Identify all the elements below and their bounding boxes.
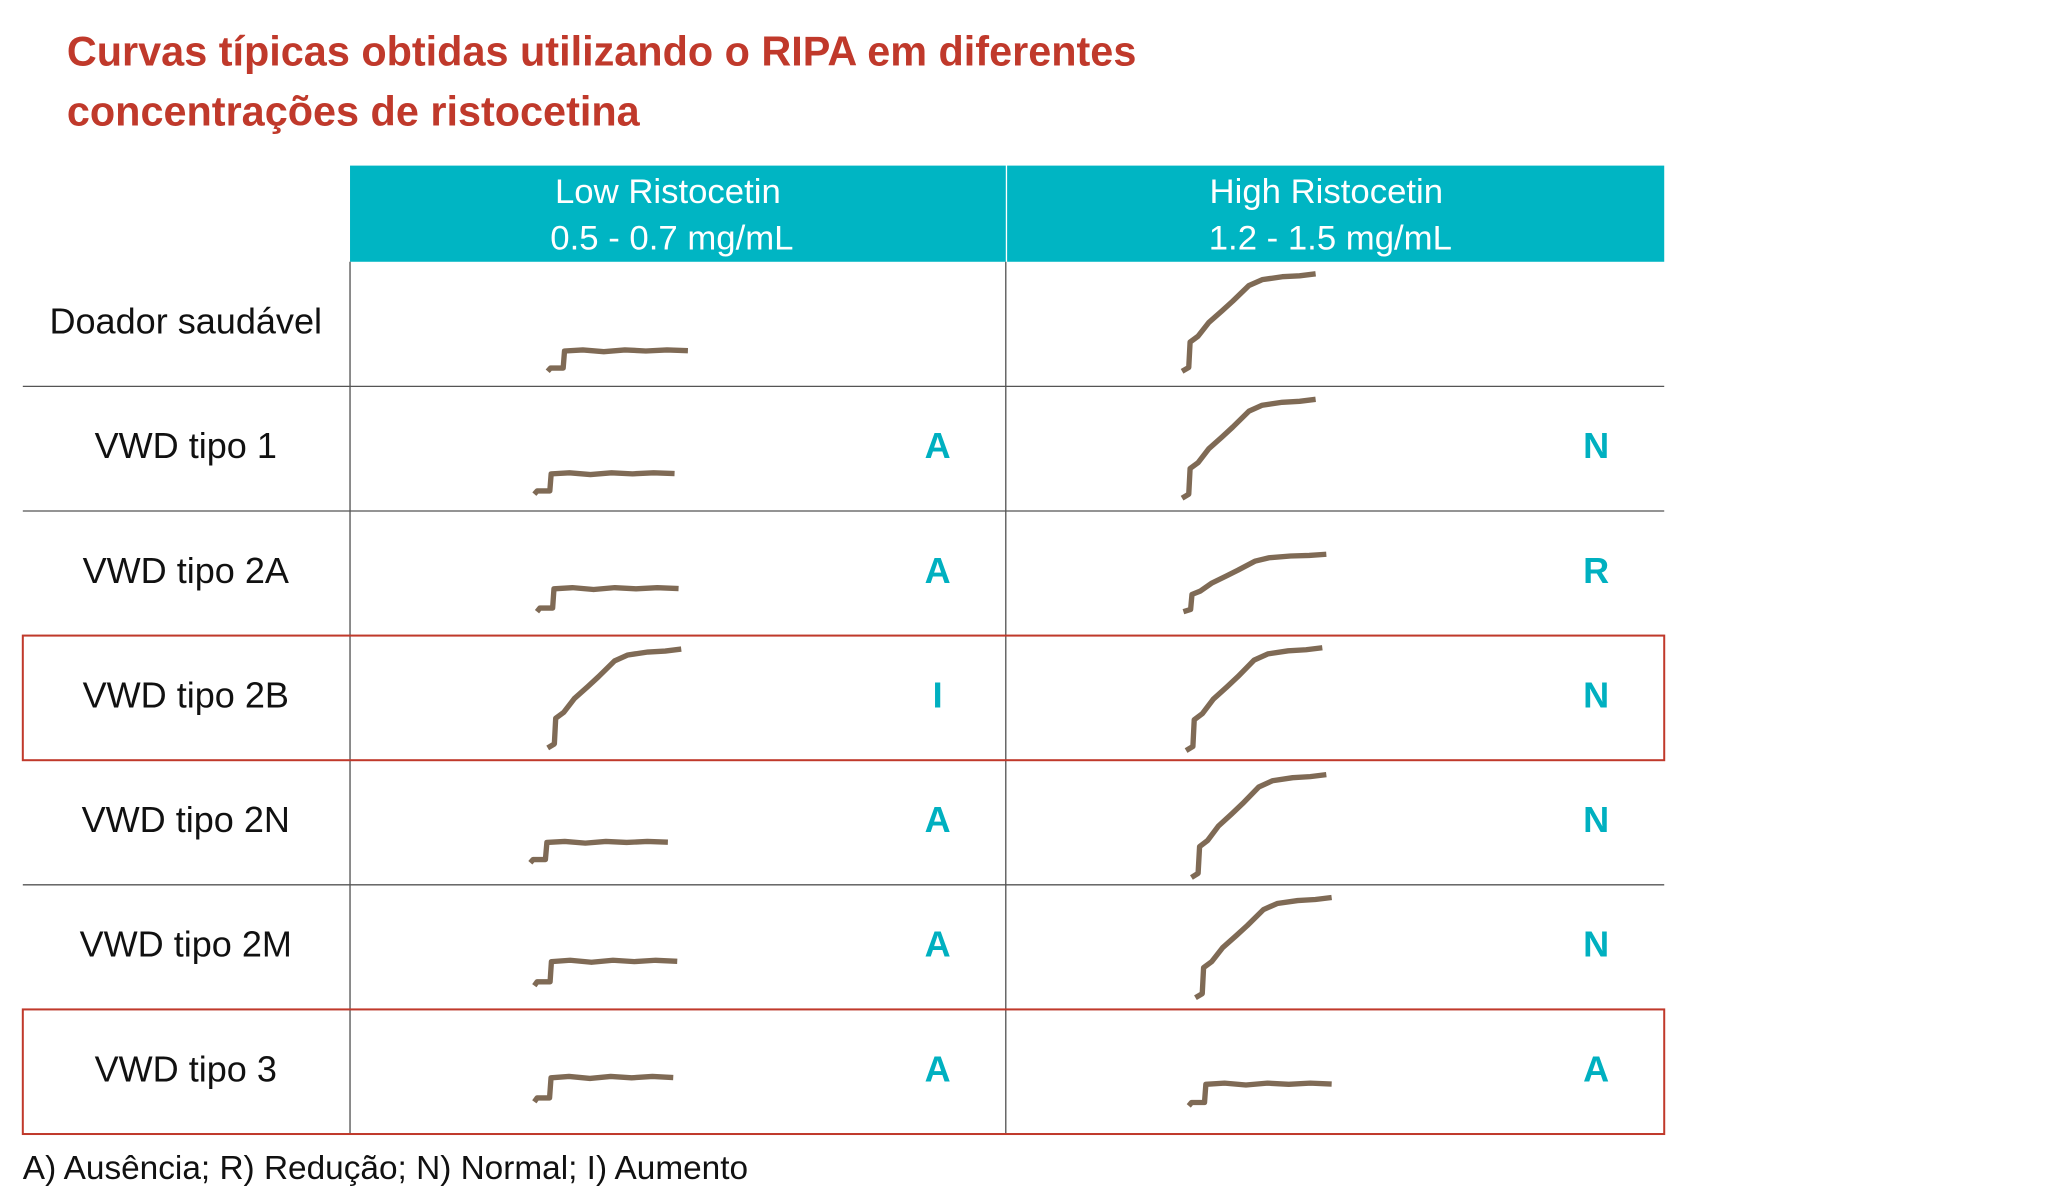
column-range: 1.2 - 1.5 mg/mL xyxy=(1209,220,1452,258)
curve xyxy=(532,957,678,988)
highlight-box xyxy=(21,1008,1666,1136)
curve xyxy=(1180,396,1316,501)
result: N xyxy=(1583,924,1609,965)
header-cell xyxy=(1007,165,1665,262)
row-label: VWD tipo 2A xyxy=(83,550,289,591)
curve xyxy=(1180,271,1316,374)
row-label: VWD tipo 3 xyxy=(95,1048,277,1089)
curve xyxy=(534,584,679,614)
curve xyxy=(545,347,689,374)
column-range: 0.5 - 0.7 mg/mL xyxy=(550,220,793,258)
highlight-box xyxy=(21,634,1666,762)
title: Curvas típicas obtidas utilizando o RIPA… xyxy=(67,28,1136,74)
curve xyxy=(1184,645,1323,753)
row-label: VWD tipo 2N xyxy=(82,799,290,840)
result: A xyxy=(925,924,951,965)
column-name: Low Ristocetin xyxy=(555,173,781,211)
row-label: VWD tipo 2M xyxy=(80,924,292,965)
row-label: VWD tipo 1 xyxy=(95,425,277,466)
footnote: A) Ausência; R) Redução; N) Normal; I) A… xyxy=(23,1150,748,1187)
result: N xyxy=(1583,425,1609,466)
curve xyxy=(532,1073,674,1104)
curve xyxy=(1182,551,1327,615)
result: A xyxy=(925,550,951,591)
title: concentrações de ristocetina xyxy=(67,89,641,135)
result: I xyxy=(933,674,943,715)
curve xyxy=(546,646,682,751)
result: N xyxy=(1583,799,1609,840)
result: A xyxy=(925,799,951,840)
row-label: Doador saudável xyxy=(49,301,322,342)
curve xyxy=(1186,1080,1332,1108)
curve xyxy=(1190,771,1327,880)
rows: Doador saudável VWD tipo 1 A N VWD tipo 2A A R… xyxy=(21,271,1666,1136)
row-label: VWD tipo 2B xyxy=(83,674,289,715)
curve xyxy=(528,838,668,865)
result: N xyxy=(1583,674,1609,715)
result: A xyxy=(925,425,951,466)
result: A xyxy=(925,1048,951,1089)
curve xyxy=(532,470,675,496)
result: A xyxy=(1583,1048,1609,1089)
header-cell xyxy=(350,165,1006,262)
curve xyxy=(1194,894,1332,1000)
result: R xyxy=(1583,550,1609,591)
column-name: High Ristocetin xyxy=(1210,173,1443,211)
